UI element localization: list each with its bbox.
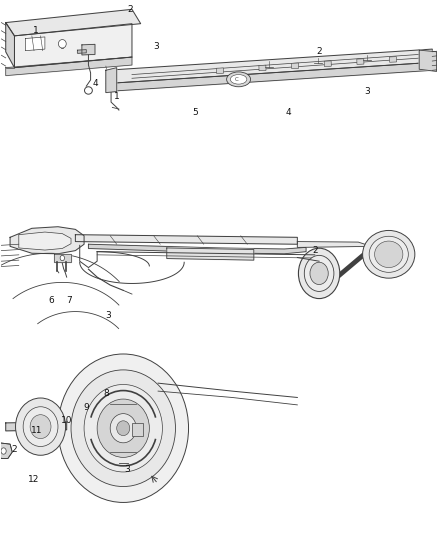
Text: 1: 1 — [114, 92, 120, 101]
Text: 3: 3 — [153, 42, 159, 51]
Text: 8: 8 — [103, 389, 109, 398]
Polygon shape — [82, 44, 95, 55]
Text: 6: 6 — [49, 296, 54, 305]
Text: 5: 5 — [192, 108, 198, 117]
Polygon shape — [53, 254, 71, 262]
Ellipse shape — [304, 255, 334, 292]
Ellipse shape — [1, 448, 6, 454]
Ellipse shape — [15, 398, 66, 455]
Ellipse shape — [71, 370, 176, 487]
Ellipse shape — [369, 236, 408, 272]
Text: 7: 7 — [66, 296, 72, 305]
Bar — [357, 59, 364, 64]
Text: 4: 4 — [286, 108, 291, 117]
Polygon shape — [25, 37, 45, 51]
Text: 3: 3 — [105, 311, 111, 320]
Polygon shape — [6, 57, 132, 76]
Ellipse shape — [30, 415, 51, 439]
Bar — [324, 61, 331, 67]
Ellipse shape — [117, 421, 130, 435]
Ellipse shape — [374, 241, 403, 268]
Polygon shape — [106, 68, 117, 93]
Text: 2: 2 — [312, 246, 318, 255]
Polygon shape — [6, 422, 67, 431]
Polygon shape — [167, 248, 254, 260]
Text: 3: 3 — [364, 87, 370, 96]
Text: 10: 10 — [61, 416, 72, 425]
Ellipse shape — [60, 255, 64, 261]
Polygon shape — [297, 241, 371, 247]
Polygon shape — [10, 227, 84, 254]
Ellipse shape — [84, 384, 162, 472]
Polygon shape — [19, 232, 71, 250]
Ellipse shape — [97, 399, 149, 457]
Ellipse shape — [85, 87, 92, 94]
Bar — [292, 63, 299, 69]
Ellipse shape — [310, 262, 328, 285]
Polygon shape — [106, 49, 432, 84]
Polygon shape — [14, 23, 132, 68]
Ellipse shape — [110, 414, 136, 443]
Polygon shape — [75, 235, 297, 244]
Polygon shape — [106, 62, 432, 92]
Ellipse shape — [226, 72, 251, 87]
Text: 2: 2 — [316, 47, 322, 56]
Ellipse shape — [230, 75, 247, 84]
Ellipse shape — [23, 407, 58, 447]
Text: 12: 12 — [28, 475, 40, 484]
Bar — [216, 68, 223, 74]
Ellipse shape — [363, 230, 415, 278]
Polygon shape — [0, 442, 12, 458]
Polygon shape — [88, 244, 306, 254]
Text: 3: 3 — [125, 465, 131, 473]
Ellipse shape — [58, 39, 66, 48]
Bar — [132, 423, 143, 436]
Bar — [259, 65, 266, 71]
Polygon shape — [6, 22, 14, 68]
Text: 1: 1 — [33, 26, 39, 35]
Text: 11: 11 — [31, 426, 42, 435]
Text: 9: 9 — [83, 402, 89, 411]
Text: 2: 2 — [12, 445, 17, 454]
Text: C: C — [234, 77, 238, 82]
Ellipse shape — [58, 354, 188, 503]
Polygon shape — [78, 50, 86, 53]
Text: 4: 4 — [92, 79, 98, 88]
Text: 2: 2 — [127, 5, 133, 14]
Polygon shape — [6, 10, 141, 36]
Polygon shape — [419, 50, 437, 71]
Bar — [389, 56, 396, 62]
Ellipse shape — [298, 248, 340, 298]
